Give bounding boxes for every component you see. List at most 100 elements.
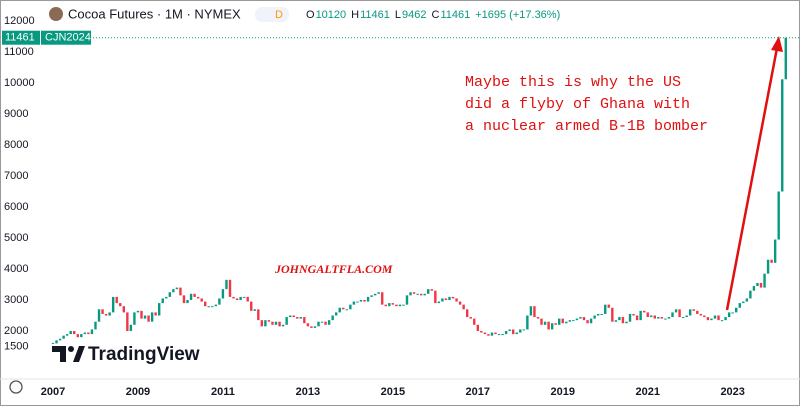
candle [260,320,264,327]
candle [338,307,341,313]
candle [451,296,455,299]
candle [193,293,196,297]
candle [490,332,494,336]
candle [388,303,391,307]
candle [469,317,472,319]
candle [526,315,529,330]
candle [653,315,656,319]
candle [473,318,476,325]
candle [533,306,536,318]
candle [165,296,168,299]
candle [143,315,147,319]
candle [458,301,462,305]
candle [685,315,688,318]
candle [175,287,179,290]
settings-icon[interactable] [9,380,23,394]
candle [770,259,773,263]
symbol-icon [49,7,63,21]
candle [462,304,465,310]
candle [101,309,104,314]
candle [104,313,108,316]
candle [76,334,79,338]
candle [618,317,621,321]
candle [494,332,497,335]
candle [242,296,246,298]
candle [267,320,271,322]
candle [122,306,125,313]
candle [515,332,518,335]
candle [667,317,671,319]
candle [664,318,667,320]
candle [58,338,62,341]
annotation: Maybe this is why the US [465,74,681,91]
candle [632,313,635,316]
candle [727,312,731,318]
last-price-label: 11461 [5,32,35,44]
candle [65,334,69,336]
candle [232,296,235,299]
candle [696,310,699,314]
candle [281,324,285,327]
candle [547,321,550,330]
candle [710,318,713,321]
candle [699,313,703,316]
candle [115,296,118,304]
candle [73,331,76,335]
candle [554,323,557,325]
annotation: a nuclear armed B-1B bomber [465,118,708,135]
candle [720,320,724,322]
candle [749,290,752,299]
x-tick-label: 2009 [126,386,150,398]
candle [430,289,433,291]
x-tick-label: 2023 [720,386,744,398]
candle [784,37,787,80]
watermark-logo [52,346,85,362]
candle [604,304,607,314]
watermark: TradingView [88,344,200,365]
candle [565,321,568,324]
candle [395,304,398,307]
candle [299,317,302,319]
candle [250,301,253,311]
candle [108,312,111,316]
candle [593,315,596,319]
candle [235,298,239,300]
candle [689,309,692,316]
candle [97,309,101,322]
candle [508,329,511,331]
candle [228,279,232,297]
candle [342,307,345,310]
candle [412,292,416,294]
candle [423,293,426,296]
candle [264,320,267,327]
candle [129,324,133,331]
y-tick-label: 7000 [4,170,28,182]
candle [225,279,228,290]
x-tick-label: 2021 [635,386,659,398]
candle [448,296,451,300]
candle [437,301,441,304]
candle [324,321,327,325]
badge[interactable] [255,7,289,22]
candle [402,304,405,306]
candle [625,321,628,324]
candle [586,320,589,324]
candle [419,293,423,296]
candle [182,295,186,304]
candle [335,312,338,316]
x-tick-label: 2007 [41,386,65,398]
candle [777,191,780,240]
candle [635,315,639,321]
candle [246,296,249,302]
candle [80,334,83,338]
candle [207,306,210,308]
candle [735,307,738,313]
candle [140,310,143,319]
x-tick-label: 2015 [381,386,405,398]
candle [579,317,582,319]
y-tick-label: 10000 [4,77,35,89]
candle [150,312,154,322]
candle [536,317,540,319]
candle [119,303,122,307]
